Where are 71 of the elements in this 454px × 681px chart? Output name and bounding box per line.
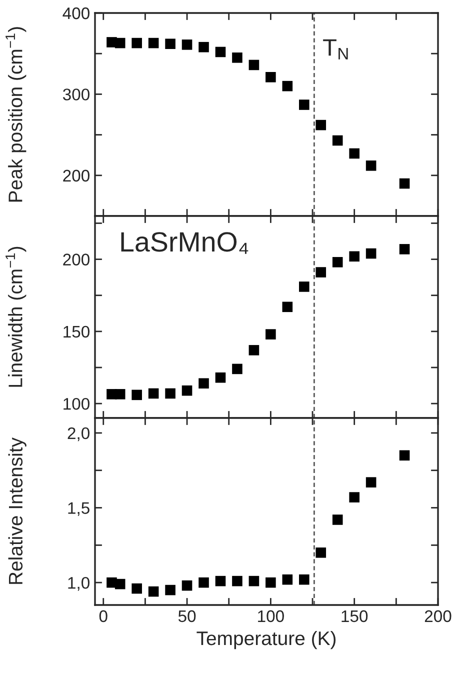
x-tick-label: 200 — [424, 610, 452, 622]
point — [366, 477, 376, 488]
point — [215, 46, 226, 58]
point — [232, 364, 242, 374]
point — [215, 576, 226, 586]
y-axis-title: Relative Intensity — [8, 438, 26, 584]
point — [399, 178, 410, 189]
y-axis-title: Linewidth (cm$^{−1}$) — [6, 246, 26, 387]
y-tick-label: 2,0 — [68, 427, 90, 442]
point — [266, 72, 276, 82]
point — [182, 40, 192, 50]
point — [349, 148, 360, 159]
point — [298, 100, 310, 110]
point — [114, 389, 126, 400]
y-tick-label: 100 — [64, 398, 90, 410]
point — [399, 450, 410, 461]
point — [349, 251, 360, 262]
point — [165, 38, 176, 50]
x-tick-label: 100 — [258, 610, 284, 622]
point — [366, 248, 376, 259]
x-tick-label: 0 — [99, 610, 108, 622]
point — [132, 390, 142, 400]
point — [399, 244, 410, 254]
point — [232, 576, 242, 586]
y-tick-label: 400 — [62, 7, 90, 20]
point — [114, 578, 126, 590]
point — [316, 547, 326, 558]
point — [248, 345, 260, 356]
point — [332, 257, 343, 268]
point — [282, 80, 293, 92]
point — [316, 267, 326, 278]
point — [298, 282, 310, 292]
y-tick-label: 1,5 — [68, 502, 90, 516]
point — [198, 378, 209, 389]
point — [182, 580, 192, 591]
point — [298, 574, 310, 585]
point — [266, 577, 276, 588]
point — [266, 329, 276, 340]
point — [248, 60, 260, 70]
y-tick-label: 200 — [63, 254, 90, 266]
point — [198, 577, 209, 588]
point — [248, 576, 260, 586]
point — [332, 135, 343, 146]
point — [132, 583, 142, 594]
y-tick-label: 1,0 — [68, 576, 90, 591]
y-tick-label: 300 — [62, 88, 90, 100]
point — [366, 160, 376, 171]
point — [182, 385, 192, 396]
point — [332, 514, 343, 525]
point — [114, 38, 126, 48]
point — [215, 372, 226, 383]
point — [282, 302, 293, 312]
ref-line-label: T$_{N}$ — [323, 39, 348, 60]
y-axis-title: Peak position (cm$^{−1}$) — [6, 27, 26, 202]
point — [148, 388, 159, 399]
point — [282, 574, 293, 585]
point — [232, 52, 242, 63]
x-tick-label: 50 — [178, 610, 196, 622]
point — [132, 38, 142, 48]
annotation: LaSrMnO₄ — [121, 232, 248, 254]
point — [316, 120, 326, 130]
y-tick-label: 200 — [63, 170, 90, 182]
x-tick-label: 150 — [342, 610, 368, 622]
x-axis-title: Temperature (K) — [196, 630, 336, 650]
point — [349, 492, 360, 502]
point — [148, 586, 159, 597]
point — [198, 42, 209, 52]
y-tick-label: 150 — [64, 326, 90, 338]
point — [165, 388, 176, 399]
point — [148, 38, 159, 48]
point — [165, 584, 176, 596]
